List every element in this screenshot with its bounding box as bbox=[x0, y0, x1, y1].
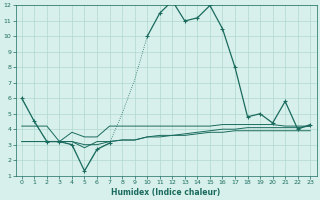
X-axis label: Humidex (Indice chaleur): Humidex (Indice chaleur) bbox=[111, 188, 221, 197]
